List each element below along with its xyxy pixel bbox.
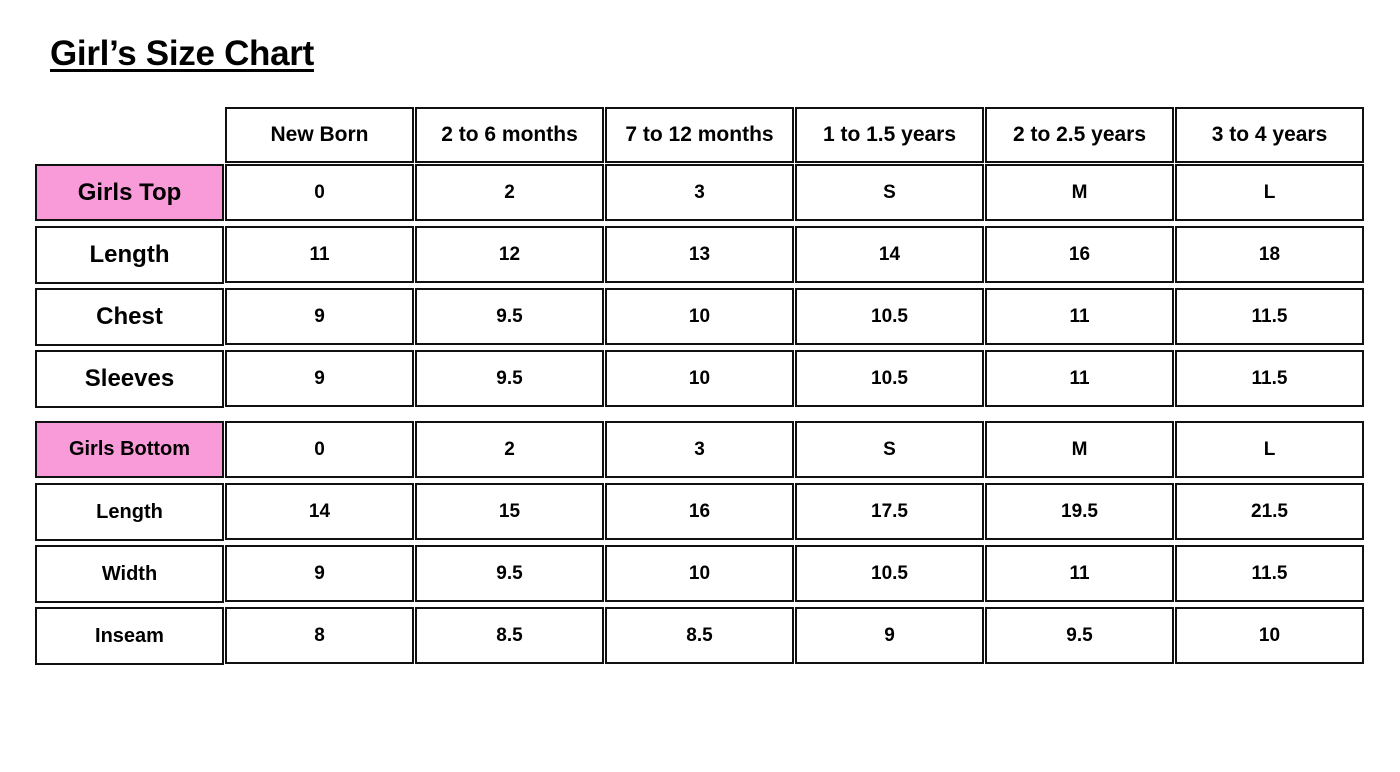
measurement-cell: 9 xyxy=(225,545,414,602)
size-cell: S xyxy=(795,421,984,478)
measurement-cell: 8.5 xyxy=(415,607,604,664)
measurement-cell: 9.5 xyxy=(415,350,604,407)
measurement-cell: 14 xyxy=(795,226,984,283)
size-cell: L xyxy=(1175,421,1364,478)
size-cell: 0 xyxy=(225,421,414,478)
column-header: 3 to 4 years xyxy=(1175,107,1364,163)
measurement-cell: 11.5 xyxy=(1175,288,1364,345)
measurement-cell: 19.5 xyxy=(985,483,1174,540)
section-label: Girls Top xyxy=(35,164,224,221)
column-header: 2 to 2.5 years xyxy=(985,107,1174,163)
size-cell: M xyxy=(985,164,1174,221)
row-label: Inseam xyxy=(35,607,224,665)
measurement-cell: 9.5 xyxy=(415,545,604,602)
row-label: Sleeves xyxy=(35,350,224,408)
measurement-cell: 9.5 xyxy=(415,288,604,345)
measurement-cell: 9 xyxy=(795,607,984,664)
measurement-cell: 21.5 xyxy=(1175,483,1364,540)
measurement-cell: 11 xyxy=(985,288,1174,345)
measurement-cell: 12 xyxy=(415,226,604,283)
measurement-cell: 11 xyxy=(985,545,1174,602)
measurement-cell: 17.5 xyxy=(795,483,984,540)
column-header: 1 to 1.5 years xyxy=(795,107,984,163)
measurement-cell: 10 xyxy=(605,545,794,602)
section-label: Girls Bottom xyxy=(35,421,224,478)
row-label: Width xyxy=(35,545,224,603)
size-cell: 3 xyxy=(605,164,794,221)
measurement-cell: 16 xyxy=(985,226,1174,283)
measurement-cell: 10.5 xyxy=(795,545,984,602)
measurement-cell: 8 xyxy=(225,607,414,664)
measurement-cell: 9.5 xyxy=(985,607,1174,664)
row-label: Chest xyxy=(35,288,224,346)
row-label: Length xyxy=(35,226,224,284)
size-cell: 2 xyxy=(415,164,604,221)
measurement-cell: 11 xyxy=(985,350,1174,407)
measurement-cell: 16 xyxy=(605,483,794,540)
size-cell: 0 xyxy=(225,164,414,221)
page-title: Girl’s Size Chart xyxy=(50,34,314,73)
column-header: 2 to 6 months xyxy=(415,107,604,163)
measurement-cell: 15 xyxy=(415,483,604,540)
measurement-cell: 10.5 xyxy=(795,288,984,345)
size-cell: 3 xyxy=(605,421,794,478)
measurement-cell: 11.5 xyxy=(1175,545,1364,602)
measurement-cell: 14 xyxy=(225,483,414,540)
size-cell: L xyxy=(1175,164,1364,221)
measurement-cell: 10 xyxy=(1175,607,1364,664)
size-cell: 2 xyxy=(415,421,604,478)
measurement-cell: 10 xyxy=(605,350,794,407)
measurement-cell: 11.5 xyxy=(1175,350,1364,407)
size-cell: S xyxy=(795,164,984,221)
measurement-cell: 13 xyxy=(605,226,794,283)
size-cell: M xyxy=(985,421,1174,478)
measurement-cell: 10 xyxy=(605,288,794,345)
measurement-cell: 10.5 xyxy=(795,350,984,407)
row-label: Length xyxy=(35,483,224,541)
measurement-cell: 9 xyxy=(225,288,414,345)
measurement-cell: 8.5 xyxy=(605,607,794,664)
column-header: 7 to 12 months xyxy=(605,107,794,163)
measurement-cell: 9 xyxy=(225,350,414,407)
measurement-cell: 11 xyxy=(225,226,414,283)
column-header: New Born xyxy=(225,107,414,163)
measurement-cell: 18 xyxy=(1175,226,1364,283)
